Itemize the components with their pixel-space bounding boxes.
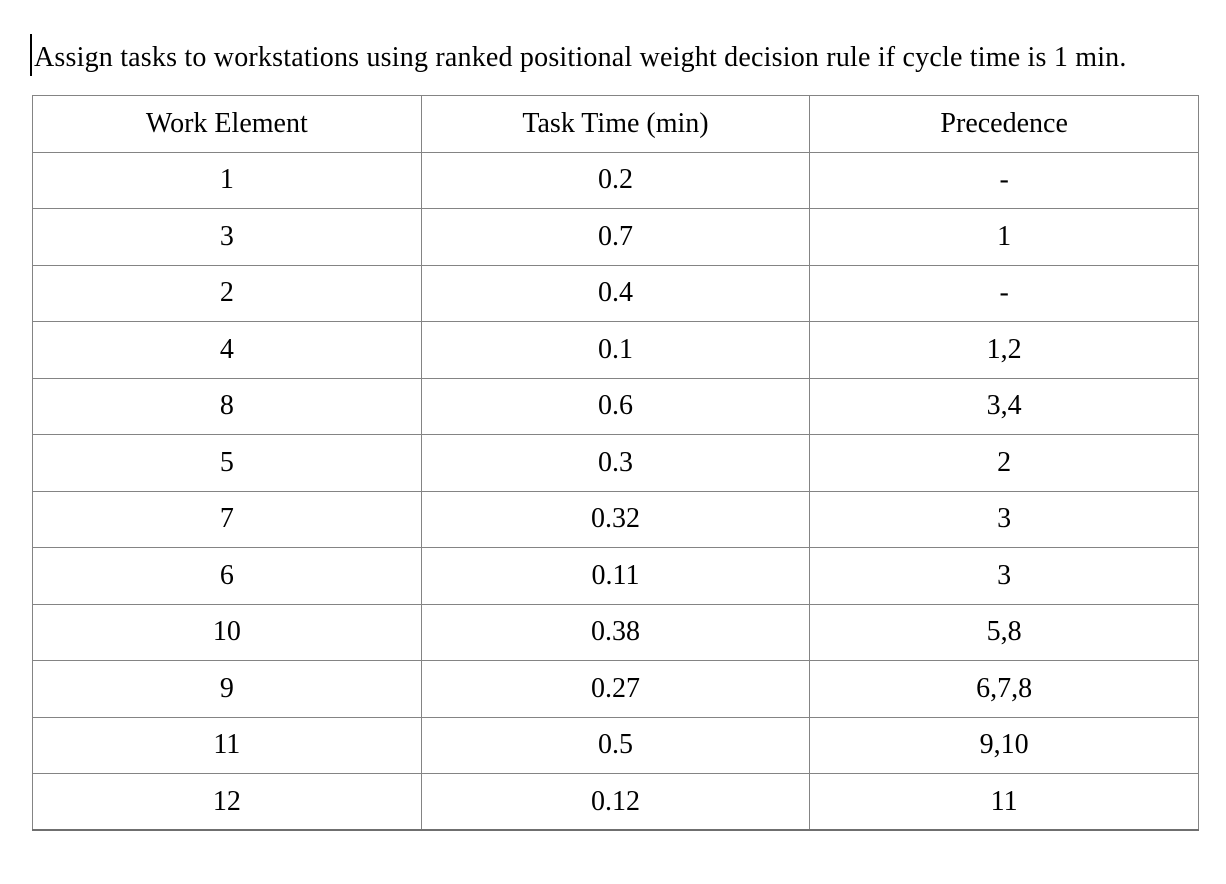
table-cell[interactable]: 4 — [32, 321, 422, 379]
document-title-text: Assign tasks to workstations using ranke… — [34, 42, 1127, 73]
table-cell[interactable]: 1 — [32, 151, 422, 209]
table-cell[interactable]: 3,4 — [809, 377, 1199, 435]
document-title-line[interactable]: Assign tasks to workstations using ranke… — [30, 34, 1127, 79]
table-cell[interactable]: 0.4 — [420, 264, 811, 322]
table-cell[interactable]: 1 — [809, 208, 1199, 266]
table-cell[interactable]: 3 — [809, 547, 1199, 605]
table-body: 1 0.2-3 0.7 1 2 0.4-4 0.1 1,2 8 0.6 3,4 5 0.3 2 7 0.32 3… — [32, 151, 1199, 831]
table-row: 8 0.6 3,4 — [32, 377, 1199, 435]
column-header: Work Element — [32, 95, 422, 153]
table-row: 1 0.2- — [32, 151, 1199, 209]
table-row: 7 0.32 3 — [32, 490, 1199, 548]
table-cell[interactable]: 6,7,8 — [809, 660, 1199, 718]
table-row: 9 0.27 6,7,8 — [32, 660, 1199, 718]
table-cell[interactable]: 8 — [32, 377, 422, 435]
table-cell[interactable]: 12 — [32, 773, 422, 831]
text-cursor-caret — [30, 34, 32, 76]
table-row: 12 0.12 11 — [32, 773, 1199, 831]
table-cell[interactable]: - — [809, 151, 1199, 209]
table-cell[interactable]: - — [809, 264, 1199, 322]
table-cell[interactable]: 6 — [32, 547, 422, 605]
table-cell[interactable]: 5,8 — [809, 603, 1199, 661]
table-cell[interactable]: 0.32 — [420, 490, 811, 548]
table-row: 3 0.7 1 — [32, 208, 1199, 266]
table-cell[interactable]: 0.7 — [420, 208, 811, 266]
table-cell[interactable]: 5 — [32, 434, 422, 492]
table-row: 4 0.1 1,2 — [32, 321, 1199, 379]
column-header: Task Time (min) — [420, 95, 811, 153]
table-cell[interactable]: 10 — [32, 603, 422, 661]
table-cell[interactable]: 0.1 — [420, 321, 811, 379]
table-cell[interactable]: 9,10 — [809, 716, 1199, 774]
table-cell[interactable]: 0.27 — [420, 660, 811, 718]
table-cell[interactable]: 3 — [809, 490, 1199, 548]
table-header-row: Work Element Task Time (min) Precedence — [32, 95, 1199, 153]
table-cell[interactable]: 11 — [32, 716, 422, 774]
table-cell[interactable]: 1,2 — [809, 321, 1199, 379]
column-header: Precedence — [809, 95, 1199, 153]
table-cell[interactable]: 3 — [32, 208, 422, 266]
table-row: 5 0.3 2 — [32, 434, 1199, 492]
table-cell[interactable]: 9 — [32, 660, 422, 718]
table-row: 6 0.11 3 — [32, 547, 1199, 605]
table-cell[interactable]: 7 — [32, 490, 422, 548]
table-cell[interactable]: 11 — [809, 773, 1199, 831]
table-row: 11 0.5 9,10 — [32, 716, 1199, 774]
table-cell[interactable]: 0.5 — [420, 716, 811, 774]
table-cell[interactable]: 0.6 — [420, 377, 811, 435]
table-cell[interactable]: 0.12 — [420, 773, 811, 831]
table-cell[interactable]: 0.3 — [420, 434, 811, 492]
table-cell[interactable]: 0.11 — [420, 547, 811, 605]
table-cell[interactable]: 2 — [32, 264, 422, 322]
table-cell[interactable]: 2 — [809, 434, 1199, 492]
table-row: 2 0.4- — [32, 264, 1199, 322]
table-cell[interactable]: 0.2 — [420, 151, 811, 209]
table-row: 10 0.38 5,8 — [32, 603, 1199, 661]
table-cell[interactable]: 0.38 — [420, 603, 811, 661]
